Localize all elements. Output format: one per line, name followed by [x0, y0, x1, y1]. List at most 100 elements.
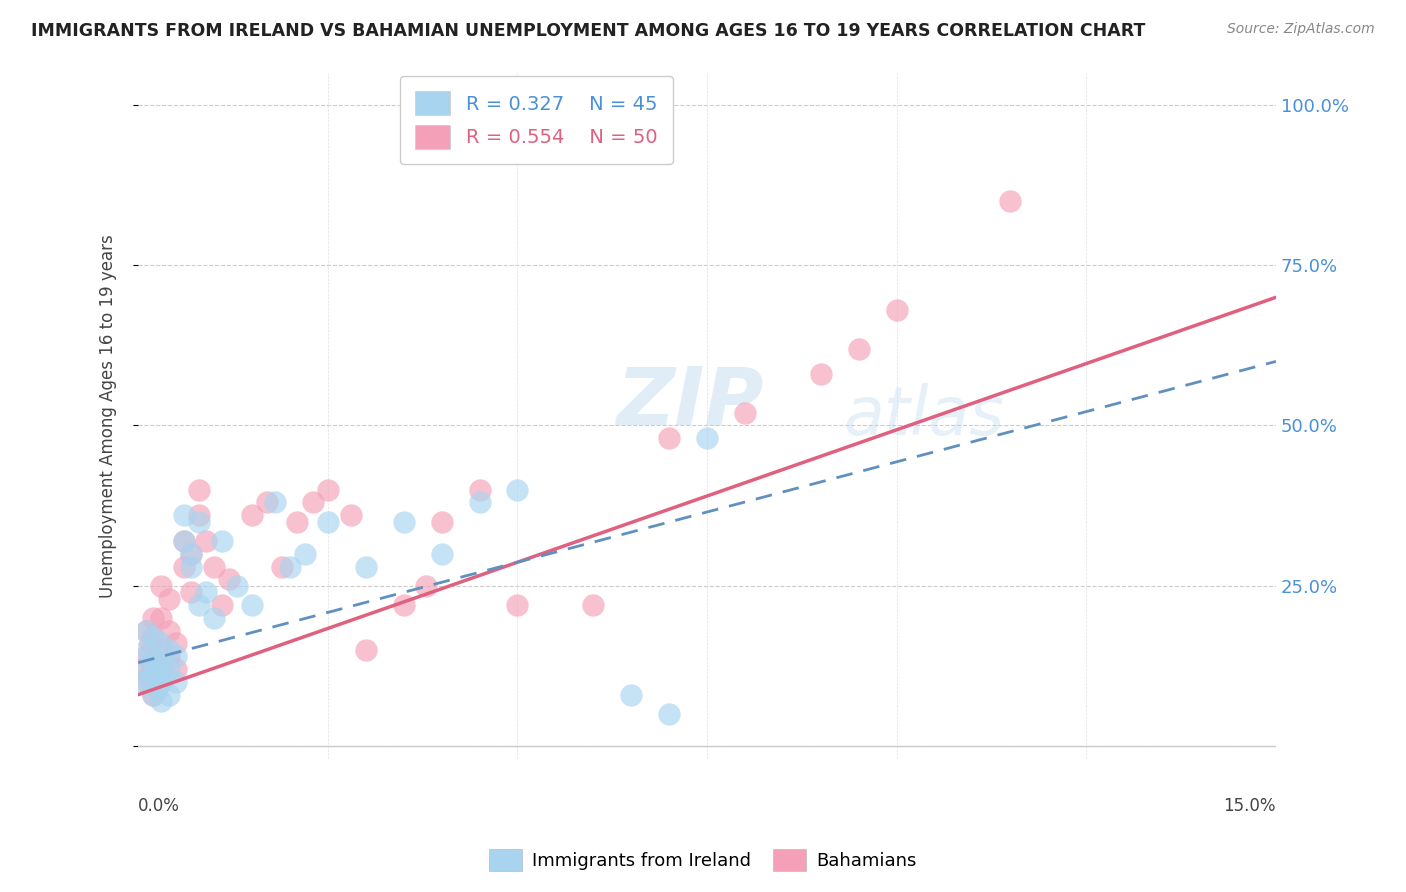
- Point: [135, 649, 157, 664]
- Point: [506, 483, 529, 497]
- Point: [149, 643, 172, 657]
- Point: [392, 515, 415, 529]
- Point: [142, 668, 165, 682]
- Point: [157, 662, 180, 676]
- Point: [582, 598, 605, 612]
- Point: [142, 656, 165, 670]
- Point: [240, 598, 263, 612]
- Point: [180, 547, 202, 561]
- Point: [734, 406, 756, 420]
- Point: [165, 674, 187, 689]
- Point: [202, 611, 225, 625]
- Point: [187, 508, 209, 523]
- Point: [157, 591, 180, 606]
- Point: [392, 598, 415, 612]
- Point: [271, 559, 294, 574]
- Point: [468, 495, 491, 509]
- Point: [278, 559, 301, 574]
- Point: [165, 649, 187, 664]
- Point: [165, 636, 187, 650]
- Text: ZIP: ZIP: [616, 363, 763, 442]
- Point: [149, 579, 172, 593]
- Point: [142, 688, 165, 702]
- Point: [138, 668, 160, 682]
- Point: [301, 495, 323, 509]
- Point: [187, 598, 209, 612]
- Point: [142, 630, 165, 644]
- Text: Source: ZipAtlas.com: Source: ZipAtlas.com: [1227, 22, 1375, 37]
- Point: [142, 611, 165, 625]
- Point: [138, 674, 160, 689]
- Point: [354, 643, 377, 657]
- Point: [187, 515, 209, 529]
- Point: [180, 547, 202, 561]
- Point: [187, 483, 209, 497]
- Point: [658, 706, 681, 721]
- Point: [157, 643, 180, 657]
- Point: [415, 579, 437, 593]
- Point: [202, 559, 225, 574]
- Point: [211, 533, 233, 548]
- Point: [146, 662, 169, 676]
- Point: [339, 508, 361, 523]
- Text: 15.0%: 15.0%: [1223, 797, 1277, 814]
- Point: [135, 624, 157, 638]
- Point: [135, 662, 157, 676]
- Point: [211, 598, 233, 612]
- Point: [506, 598, 529, 612]
- Point: [316, 483, 339, 497]
- Text: 0.0%: 0.0%: [138, 797, 180, 814]
- Point: [142, 630, 165, 644]
- Point: [173, 559, 195, 574]
- Point: [131, 674, 153, 689]
- Point: [138, 636, 160, 650]
- Legend: R = 0.327    N = 45, R = 0.554    N = 50: R = 0.327 N = 45, R = 0.554 N = 50: [399, 76, 673, 164]
- Point: [810, 368, 832, 382]
- Point: [225, 579, 247, 593]
- Point: [157, 624, 180, 638]
- Point: [430, 515, 453, 529]
- Point: [696, 431, 718, 445]
- Point: [157, 688, 180, 702]
- Point: [848, 342, 870, 356]
- Point: [131, 662, 153, 676]
- Point: [146, 681, 169, 696]
- Point: [256, 495, 278, 509]
- Point: [173, 533, 195, 548]
- Point: [173, 533, 195, 548]
- Point: [263, 495, 285, 509]
- Point: [149, 656, 172, 670]
- Point: [886, 303, 908, 318]
- Point: [149, 662, 172, 676]
- Y-axis label: Unemployment Among Ages 16 to 19 years: Unemployment Among Ages 16 to 19 years: [100, 234, 117, 598]
- Point: [165, 662, 187, 676]
- Point: [240, 508, 263, 523]
- Point: [149, 694, 172, 708]
- Legend: Immigrants from Ireland, Bahamians: Immigrants from Ireland, Bahamians: [482, 842, 924, 879]
- Point: [180, 559, 202, 574]
- Point: [294, 547, 316, 561]
- Point: [135, 643, 157, 657]
- Point: [149, 611, 172, 625]
- Point: [173, 508, 195, 523]
- Point: [430, 547, 453, 561]
- Point: [135, 624, 157, 638]
- Point: [658, 431, 681, 445]
- Point: [468, 483, 491, 497]
- Point: [218, 572, 240, 586]
- Point: [1000, 194, 1022, 209]
- Point: [142, 656, 165, 670]
- Point: [153, 668, 176, 682]
- Point: [157, 649, 180, 664]
- Point: [146, 681, 169, 696]
- Point: [149, 636, 172, 650]
- Point: [180, 585, 202, 599]
- Point: [138, 649, 160, 664]
- Text: atlas: atlas: [844, 383, 1005, 449]
- Point: [142, 688, 165, 702]
- Point: [135, 674, 157, 689]
- Point: [149, 674, 172, 689]
- Point: [195, 533, 218, 548]
- Point: [195, 585, 218, 599]
- Point: [316, 515, 339, 529]
